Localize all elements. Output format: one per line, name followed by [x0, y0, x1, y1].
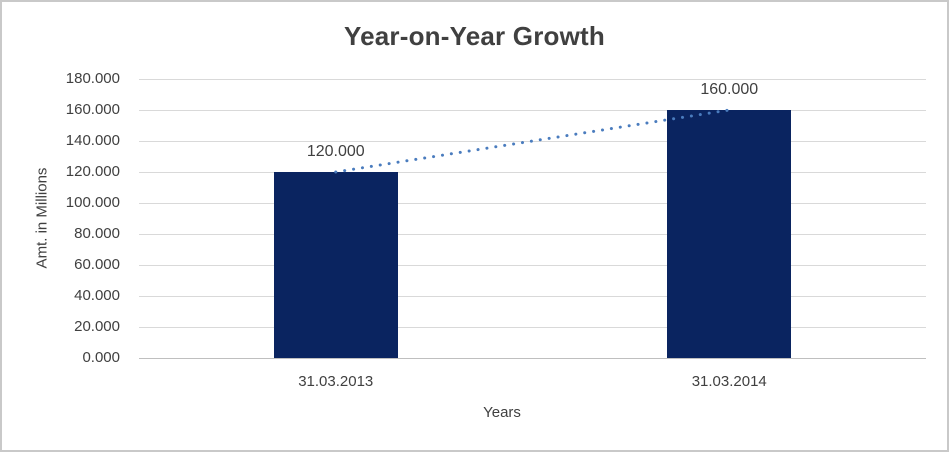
data-label: 120.000 [306, 143, 365, 160]
chart-title: Year-on-Year Growth [344, 21, 605, 51]
gridline [139, 202, 926, 204]
trendline [334, 108, 731, 174]
y-tick-label: 0.000 [82, 349, 120, 366]
y-tick-label: 120.000 [65, 163, 120, 180]
y-tick-label: 140.000 [65, 132, 120, 149]
y-tick-label: 20.000 [74, 318, 120, 335]
gridline [139, 78, 926, 80]
bar-31.03.2013 [273, 172, 398, 358]
gridline [139, 295, 926, 297]
gridline [139, 264, 926, 266]
plot-area: 120.000 160.000 [139, 78, 926, 359]
y-tick-label: 160.000 [65, 101, 120, 118]
y-axis-tick-labels: 0.000 20.000 40.000 60.000 80.000 100.000 120.… [2, 70, 127, 366]
gridline [139, 109, 926, 111]
x-tick-label: 31.03.2013 [298, 373, 374, 390]
gridline [139, 233, 926, 235]
gridline [139, 171, 926, 173]
y-tick-label: 40.000 [74, 287, 120, 304]
gridline [139, 326, 926, 328]
x-tick-label: 31.03.2014 [691, 373, 767, 390]
y-tick-label: 100.000 [65, 194, 120, 211]
gridline [139, 357, 926, 359]
y-tick-label: 60.000 [74, 256, 120, 273]
y-tick-label: 180.000 [65, 70, 120, 87]
data-label: 160.000 [700, 81, 759, 98]
x-axis-title: Years [483, 404, 521, 421]
bar-31.03.2014 [667, 110, 792, 358]
y-tick-label: 80.000 [74, 225, 120, 242]
